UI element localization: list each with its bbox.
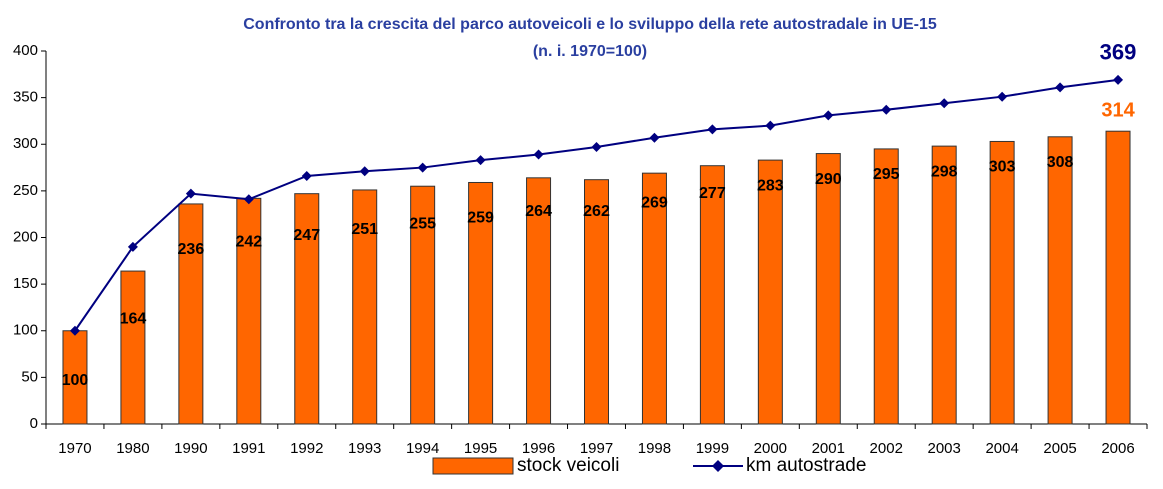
line-marker xyxy=(591,142,602,153)
bar-label: 314 xyxy=(1101,99,1135,121)
bar-label: 236 xyxy=(178,241,205,258)
bar-label: 100 xyxy=(62,372,89,389)
y-tick-label: 200 xyxy=(13,228,38,245)
bar-label: 269 xyxy=(641,194,668,211)
bar-label: 242 xyxy=(235,234,262,251)
line-marker xyxy=(649,132,660,143)
chart-title: Confronto tra la crescita del parco auto… xyxy=(243,16,937,33)
bar xyxy=(699,165,725,425)
x-tick-label: 1991 xyxy=(232,440,265,457)
bar-label: 308 xyxy=(1047,154,1074,171)
legend-label: km autostrade xyxy=(746,455,866,476)
bar-label: 164 xyxy=(120,310,147,327)
bar xyxy=(294,193,320,425)
x-tick-label: 2001 xyxy=(812,440,845,457)
y-tick-label: 150 xyxy=(13,275,38,292)
y-tick-label: 300 xyxy=(13,135,38,152)
line-marker xyxy=(939,98,950,109)
x-tick-label: 1999 xyxy=(696,440,729,457)
legend-marker xyxy=(712,460,724,472)
bar xyxy=(178,203,204,425)
legend-swatch xyxy=(432,457,514,475)
bar xyxy=(410,185,436,425)
line-label: 369 xyxy=(1100,40,1137,65)
x-tick-label: 1992 xyxy=(290,440,323,457)
x-tick-label: 2005 xyxy=(1043,440,1076,457)
bar-label: 277 xyxy=(699,185,726,202)
line-marker xyxy=(475,155,486,166)
bar-label: 283 xyxy=(757,177,784,194)
bar-label: 259 xyxy=(467,210,494,227)
line-marker xyxy=(765,120,776,131)
x-tick-label: 1994 xyxy=(406,440,439,457)
bar-label: 264 xyxy=(525,203,552,220)
bar xyxy=(62,330,88,425)
bar xyxy=(584,179,609,425)
x-tick-label: 2000 xyxy=(754,440,787,457)
line-marker xyxy=(707,124,718,135)
bar xyxy=(815,153,841,425)
bar xyxy=(236,197,262,425)
x-tick-label: 1995 xyxy=(464,440,497,457)
bar-label: 290 xyxy=(815,171,842,188)
x-tick-label: 1997 xyxy=(580,440,613,457)
bar xyxy=(641,172,667,425)
x-tick-label: 2004 xyxy=(985,440,1018,457)
line-marker xyxy=(1055,82,1066,93)
bar xyxy=(989,140,1015,425)
line-marker xyxy=(69,325,80,336)
x-tick-label: 1980 xyxy=(116,440,149,457)
y-tick-label: 50 xyxy=(21,368,38,385)
x-tick-label: 1993 xyxy=(348,440,381,457)
bar xyxy=(1105,130,1131,425)
bar-label: 298 xyxy=(931,163,958,180)
x-tick-label: 1990 xyxy=(174,440,207,457)
x-tick-label: 2006 xyxy=(1101,440,1134,457)
y-tick-label: 0 xyxy=(30,415,38,432)
bar xyxy=(873,148,899,425)
line-marker xyxy=(823,110,834,121)
line-marker xyxy=(417,162,428,173)
x-tick-label: 1998 xyxy=(638,440,671,457)
bar xyxy=(526,177,552,425)
x-tick-label: 2002 xyxy=(870,440,903,457)
bar xyxy=(931,145,957,425)
bar xyxy=(468,181,494,425)
line-marker xyxy=(881,104,892,115)
bar xyxy=(1047,136,1073,425)
bar xyxy=(757,159,783,425)
bar xyxy=(352,189,378,425)
y-tick-label: 350 xyxy=(13,89,38,106)
line-marker xyxy=(243,194,254,205)
bar-label: 262 xyxy=(583,203,610,220)
x-tick-label: 2003 xyxy=(927,440,960,457)
legend-label: stock veicoli xyxy=(517,455,619,476)
bar-label: 251 xyxy=(351,221,378,238)
line-marker xyxy=(359,166,370,177)
bar-label: 247 xyxy=(293,227,320,244)
line-marker xyxy=(997,91,1008,102)
bar-label: 255 xyxy=(409,215,436,232)
y-tick-label: 400 xyxy=(13,42,38,59)
line-marker xyxy=(1113,74,1124,85)
y-tick-label: 100 xyxy=(13,322,38,339)
line-marker xyxy=(185,188,196,199)
line-marker xyxy=(533,149,544,160)
bar-label: 295 xyxy=(873,166,900,183)
y-tick-label: 250 xyxy=(13,182,38,199)
bar xyxy=(120,270,146,425)
line-marker xyxy=(127,241,138,252)
x-tick-label: 1970 xyxy=(58,440,91,457)
line-marker xyxy=(301,170,312,181)
x-tick-label: 1996 xyxy=(522,440,555,457)
bar-label: 303 xyxy=(989,159,1016,176)
chart-subtitle: (n. i. 1970=100) xyxy=(533,43,647,60)
